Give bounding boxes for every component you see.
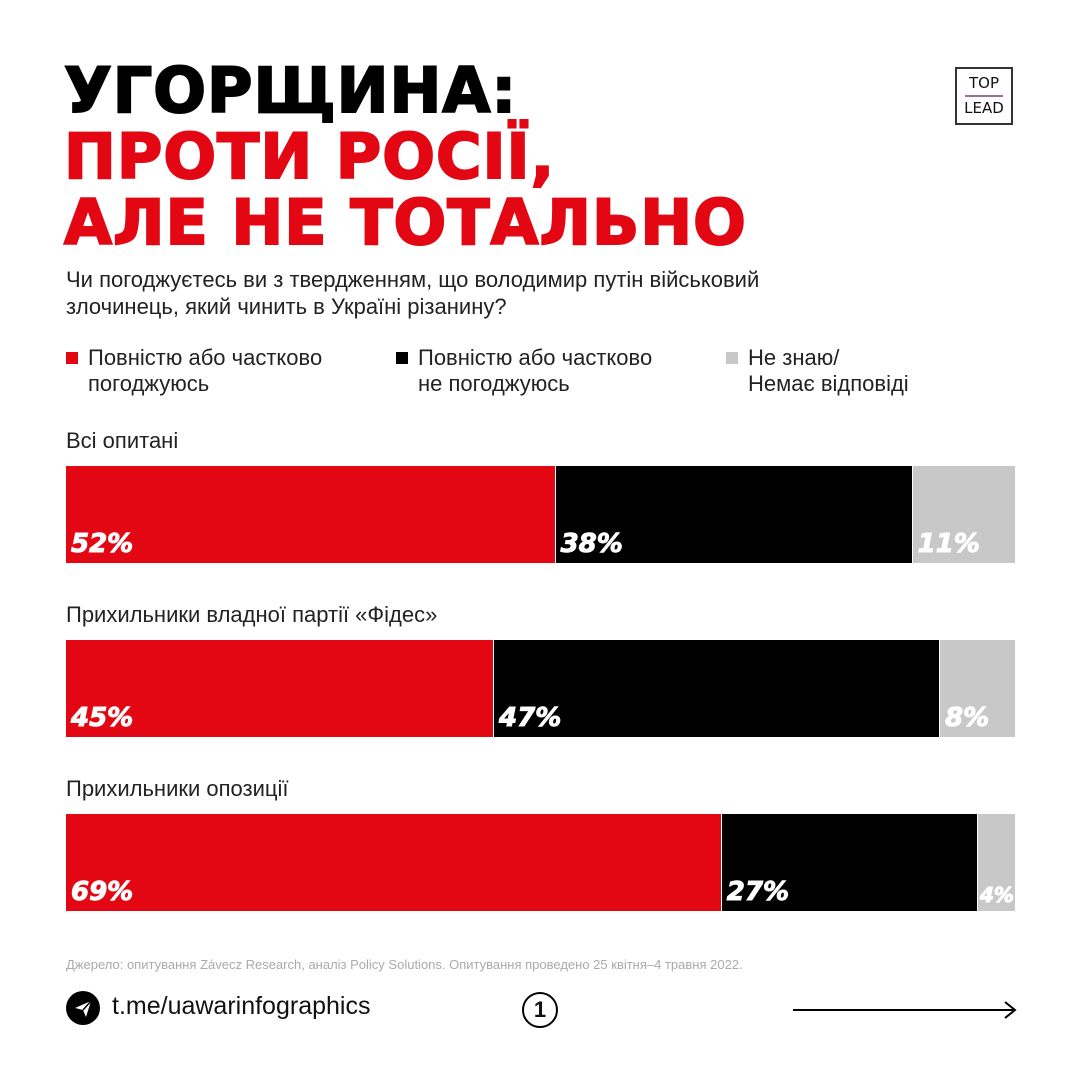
legend-swatch-red	[66, 352, 78, 364]
legend-swatch-gray	[726, 352, 738, 364]
stacked-bar: 45% 47% 8%	[66, 640, 1015, 737]
stacked-bar: 52% 38% 11%	[66, 466, 1015, 563]
telegram-icon[interactable]	[66, 991, 100, 1025]
stacked-bar: 69% 27% 4%	[66, 814, 1015, 911]
bar-segment: 69%	[66, 814, 721, 911]
telegram-link[interactable]: t.me/uawarinfographics	[112, 992, 371, 1020]
logo-divider	[965, 95, 1003, 97]
data-label: 38%	[560, 529, 623, 560]
data-label: 27%	[726, 877, 790, 908]
legend-text: Повністю або частково	[418, 345, 653, 370]
data-label: 11%	[917, 529, 980, 560]
legend-text: не погоджуюсь	[418, 371, 570, 396]
page-number: 1	[522, 992, 558, 1028]
bar-segment: 38%	[554, 466, 912, 563]
logo-bottom: LEAD	[964, 99, 1004, 117]
headline: УГОРЩИНА: ПРОТИ РОСІЇ, АЛЕ НЕ ТОТАЛЬНО	[63, 54, 747, 259]
data-label: 69%	[70, 877, 134, 908]
group-label: Прихильники владної партії «Фідес»	[66, 602, 438, 627]
data-label: 45%	[70, 703, 134, 734]
legend-swatch-black	[396, 352, 408, 364]
bar-segment: 45%	[66, 640, 494, 737]
bar-segment: 52%	[66, 466, 555, 563]
legend-disagree: Повністю або частково не погоджуюсь	[396, 345, 652, 397]
legend-text: Повністю або частково	[88, 345, 323, 370]
legend-text: Немає відповіді	[748, 371, 909, 396]
data-label: 4%	[980, 883, 1015, 908]
legend-dont-know: Не знаю/Немає відповіді	[726, 345, 909, 397]
logo-top: TOP	[968, 74, 999, 92]
bar-segment: 4%	[977, 814, 1015, 911]
bar-segment: 47%	[493, 640, 940, 737]
top-lead-logo: TOP LEAD	[955, 67, 1013, 125]
source-note: Джерело: опитування Závecz Research, ана…	[66, 957, 743, 972]
data-label: 8%	[945, 703, 990, 734]
headline-line-3: АЛЕ НЕ ТОТАЛЬНО	[63, 186, 747, 259]
group-label: Всі опитані	[66, 428, 179, 453]
headline-line-2: ПРОТИ РОСІЇ,	[63, 120, 556, 193]
bar-segment: 11%	[911, 466, 1015, 563]
legend-text: Не знаю/	[748, 345, 840, 370]
legend-text: погоджуюсь	[88, 371, 210, 396]
bar-segment: 27%	[720, 814, 978, 911]
headline-line-1: УГОРЩИНА:	[63, 54, 518, 127]
legend-agree: Повністю або частково погоджуюсь	[66, 345, 322, 397]
group-label: Прихильники опозиції	[66, 776, 289, 801]
data-label: 47%	[499, 703, 562, 734]
next-arrow-icon[interactable]	[793, 1000, 1017, 1020]
survey-question: Чи погоджуєтесь ви з твердженням, що вол…	[66, 267, 760, 319]
data-label: 52%	[70, 529, 134, 560]
bar-segment: 8%	[939, 640, 1015, 737]
